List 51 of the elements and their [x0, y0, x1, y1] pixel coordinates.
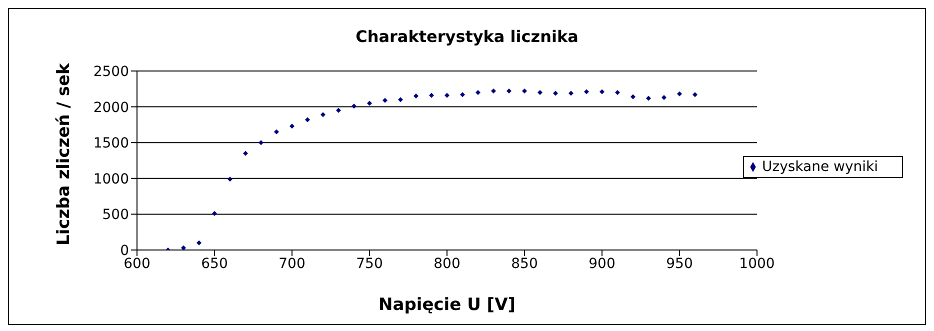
point: [662, 94, 666, 100]
point: [630, 94, 636, 100]
y-tick-label: 2500: [93, 64, 129, 80]
point: [506, 88, 512, 94]
point: [274, 129, 279, 134]
point: [568, 90, 574, 96]
point: [414, 94, 418, 99]
x-tick-label: 750: [356, 256, 383, 272]
point: [491, 88, 496, 94]
point: [336, 108, 341, 113]
point: [553, 90, 558, 96]
x-tick-label: 700: [278, 256, 306, 272]
y-tick-label: 2000: [93, 100, 129, 116]
legend-label: Uzyskane wyniki: [762, 158, 878, 174]
x-tick-label: 850: [511, 256, 538, 272]
point: [181, 245, 186, 250]
point: [600, 89, 604, 94]
point: [538, 90, 542, 95]
x-tick-label: 650: [201, 256, 228, 272]
point: [584, 89, 589, 94]
point: [320, 112, 326, 118]
point: [196, 240, 202, 246]
x-tick-label: 900: [588, 256, 616, 272]
point: [212, 210, 217, 216]
point: [677, 91, 682, 96]
x-tick-label: 950: [666, 256, 693, 272]
point: [692, 92, 698, 98]
point: [522, 88, 527, 94]
x-tick-label: 800: [434, 256, 460, 272]
chart-title: Charakterystyka licznika: [354, 27, 580, 46]
y-tick-label: 500: [102, 207, 129, 224]
point: [367, 100, 372, 106]
y-axis-title: Liczba zliczeń / sek: [54, 62, 74, 246]
point: [290, 124, 294, 129]
point: [305, 117, 310, 122]
y-tick-label: 1000: [93, 171, 129, 188]
x-tick-label: 1000: [739, 256, 775, 272]
point: [382, 98, 388, 103]
point: [476, 90, 480, 95]
point: [646, 96, 651, 101]
point: [429, 92, 434, 98]
x-axis-title: Napięcie U [V]: [378, 295, 516, 315]
point: [460, 92, 465, 98]
point: [228, 176, 232, 182]
point: [444, 92, 450, 98]
point: [243, 150, 248, 156]
point: [258, 140, 264, 146]
point: [615, 90, 620, 95]
y-tick-label: 1500: [93, 136, 129, 152]
point: [352, 104, 356, 109]
point: [398, 97, 403, 102]
